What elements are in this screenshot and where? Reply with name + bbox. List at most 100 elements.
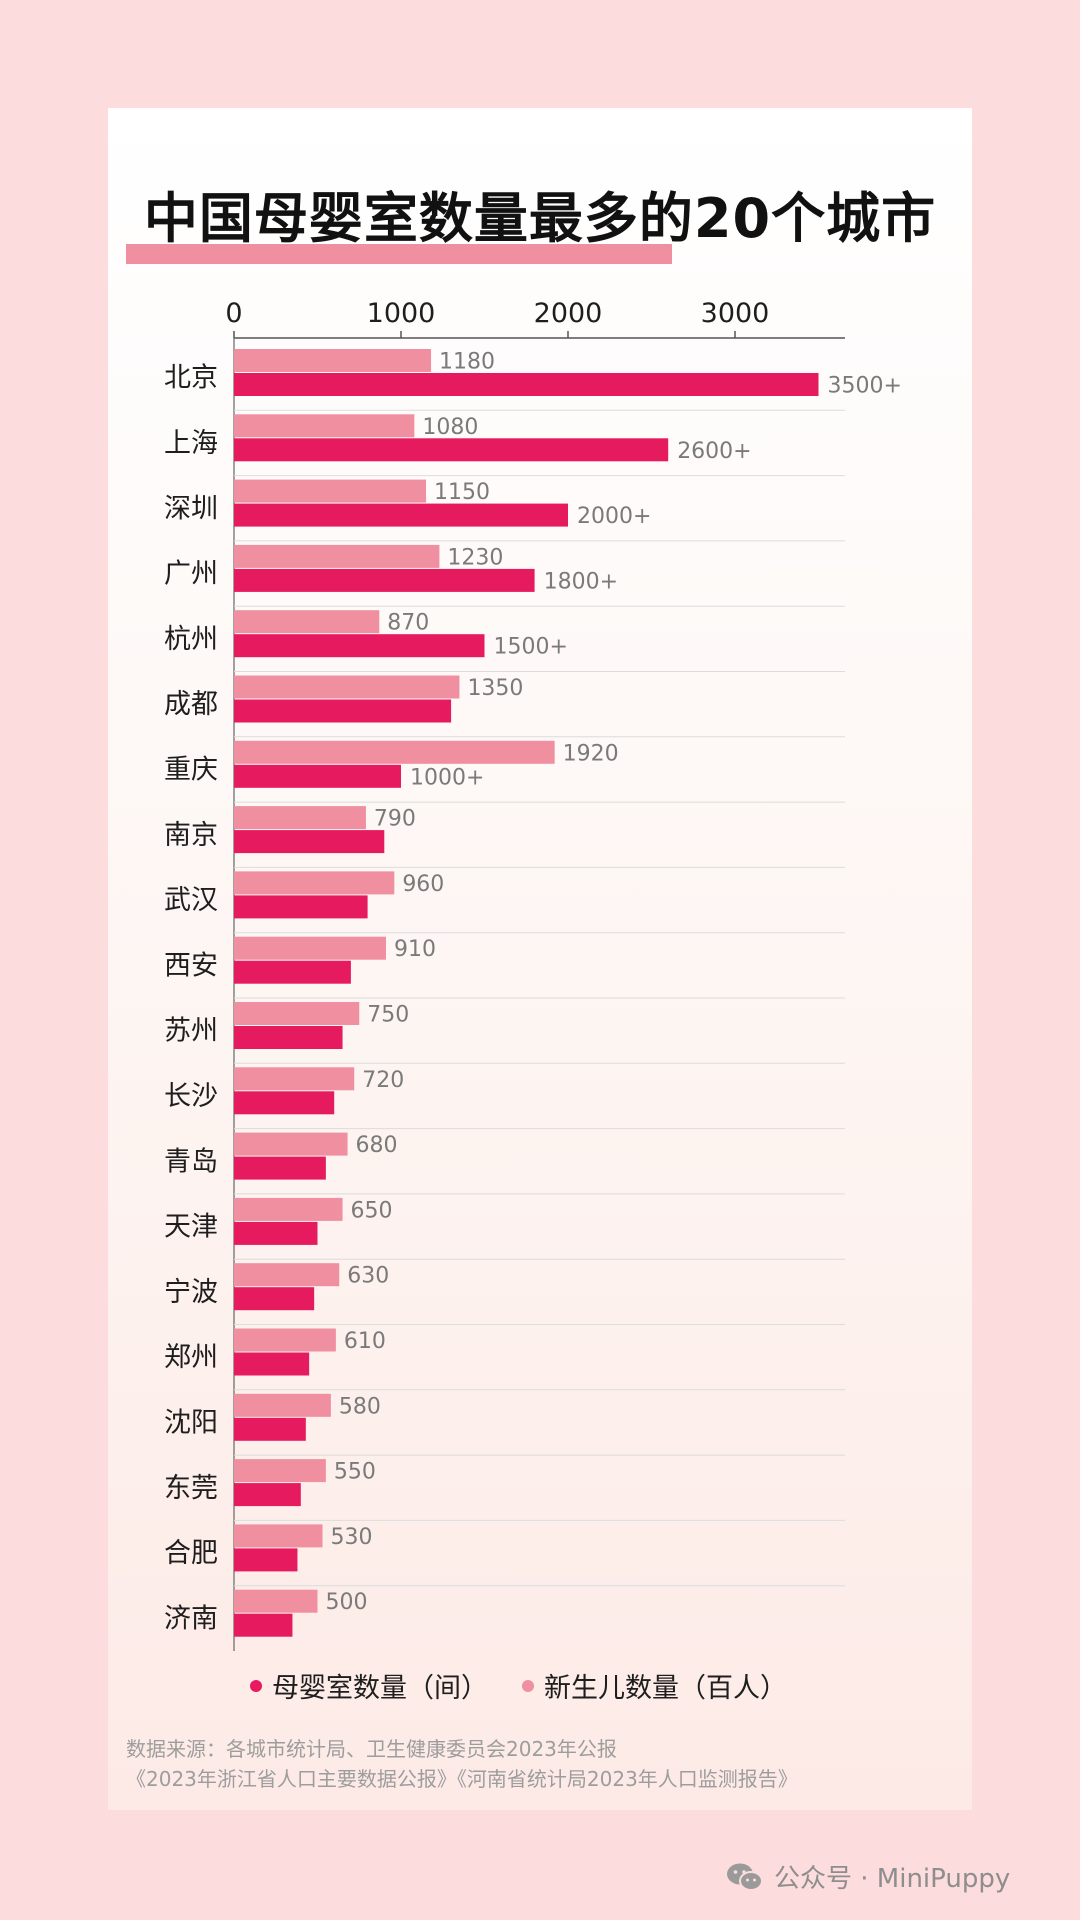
bar-rooms xyxy=(234,830,385,854)
bar-newborns xyxy=(234,414,415,438)
bar-rooms xyxy=(234,634,485,658)
category-label: 宁波 xyxy=(164,1277,218,1308)
bar-rooms xyxy=(234,1091,335,1115)
category-label: 天津 xyxy=(164,1212,218,1243)
bar-newborns xyxy=(234,1002,360,1025)
bar-rooms xyxy=(234,1352,310,1376)
category-label: 沈阳 xyxy=(164,1407,218,1438)
category-label: 深圳 xyxy=(164,493,218,524)
bar-newborns xyxy=(234,1197,343,1221)
category-label: 南京 xyxy=(164,820,218,851)
bar-newborns xyxy=(234,610,380,634)
bar-label-newborns: 960 xyxy=(402,872,444,897)
bar-label-newborns: 530 xyxy=(331,1525,373,1550)
bar-rooms xyxy=(234,960,351,984)
legend-swatch-rooms xyxy=(250,1679,262,1692)
bar-rooms xyxy=(234,1613,293,1637)
bar-newborns xyxy=(234,544,440,568)
x-tick-label: 3000 xyxy=(701,298,770,329)
bar-rooms xyxy=(234,895,368,919)
bar-rooms xyxy=(234,503,568,527)
watermark: 公众号 · MiniPuppy xyxy=(726,1858,1010,1895)
bar-newborns xyxy=(234,1393,331,1417)
category-label: 长沙 xyxy=(164,1081,218,1112)
bar-rooms xyxy=(234,373,819,396)
bar-newborns xyxy=(234,1263,340,1287)
bar-label-rooms: 2600+ xyxy=(677,439,751,464)
data-source: 数据来源：各城市统计局、卫生健康委员会2023年公报 《2023年浙江省人口主要… xyxy=(126,1734,798,1794)
category-label: 杭州 xyxy=(164,624,218,655)
bar-label-newborns: 720 xyxy=(362,1068,404,1093)
source-line-2: 《2023年浙江省人口主要数据公报》《河南省统计局2023年人口监测报告》 xyxy=(126,1767,798,1791)
bar-newborns xyxy=(234,740,555,764)
bar-label-rooms: 3500+ xyxy=(828,374,902,399)
bar-newborns xyxy=(234,1589,318,1613)
x-tick-label: 0 xyxy=(225,298,242,329)
bar-rooms xyxy=(234,438,669,462)
bar-newborns xyxy=(234,349,432,372)
bar-label-newborns: 750 xyxy=(367,1003,409,1028)
legend-swatch-newborns xyxy=(522,1679,534,1692)
bar-label-newborns: 680 xyxy=(356,1133,398,1158)
bar-newborns xyxy=(234,479,427,503)
bar-label-newborns: 790 xyxy=(374,807,416,832)
legend-label-newborns: 新生儿数量（百人） xyxy=(544,1673,787,1704)
bar-rooms xyxy=(234,699,452,723)
bar-newborns xyxy=(234,675,460,699)
bar-rooms xyxy=(234,1287,315,1311)
bar-rooms xyxy=(234,1483,301,1507)
category-label: 上海 xyxy=(164,428,218,459)
category-label: 济南 xyxy=(164,1603,218,1634)
bar-label-newborns: 1350 xyxy=(467,676,523,701)
bar-newborns xyxy=(234,806,366,830)
category-label: 青岛 xyxy=(164,1146,218,1177)
chart-legend: 母婴室数量（间） 新生儿数量（百人） xyxy=(250,1666,830,1705)
bar-label-newborns: 630 xyxy=(347,1264,389,1289)
category-label: 合肥 xyxy=(164,1538,218,1569)
bar-label-newborns: 650 xyxy=(351,1198,393,1223)
bar-rooms xyxy=(234,1548,298,1572)
bar-label-newborns: 550 xyxy=(334,1460,376,1485)
bar-label-rooms: 2000+ xyxy=(577,504,651,529)
bar-label-newborns: 1230 xyxy=(447,545,503,570)
bar-rooms xyxy=(234,1156,326,1180)
category-label: 北京 xyxy=(164,363,218,394)
bar-label-newborns: 500 xyxy=(326,1590,368,1615)
bar-newborns xyxy=(234,1328,336,1352)
legend-item-rooms: 母婴室数量（间） xyxy=(250,1666,488,1705)
bar-rooms xyxy=(234,1026,343,1049)
legend-item-newborns: 新生儿数量（百人） xyxy=(522,1666,787,1705)
category-label: 武汉 xyxy=(164,885,218,916)
bar-newborns xyxy=(234,871,395,895)
category-label: 重庆 xyxy=(164,754,218,785)
bar-rooms xyxy=(234,1417,306,1441)
source-line-1: 数据来源：各城市统计局、卫生健康委员会2023年公报 xyxy=(126,1737,617,1761)
bar-newborns xyxy=(234,1132,348,1156)
category-label: 郑州 xyxy=(164,1342,218,1373)
bar-newborns xyxy=(234,1067,355,1091)
title-underline xyxy=(126,244,672,264)
category-label: 广州 xyxy=(164,559,218,590)
x-tick-label: 2000 xyxy=(534,298,603,329)
bar-label-newborns: 1150 xyxy=(434,480,490,505)
chart-title: 中国母婴室数量最多的20个城市 xyxy=(143,187,937,250)
category-label: 苏州 xyxy=(164,1016,218,1047)
bar-label-newborns: 610 xyxy=(344,1329,386,1354)
wechat-icon xyxy=(727,1863,763,1891)
bar-label-newborns: 870 xyxy=(387,611,429,636)
legend-label-rooms: 母婴室数量（间） xyxy=(272,1673,488,1704)
bar-label-rooms: 1800+ xyxy=(544,569,618,594)
category-label: 东莞 xyxy=(164,1473,218,1504)
bar-label-newborns: 580 xyxy=(339,1394,381,1419)
category-label: 成都 xyxy=(164,689,218,720)
bar-newborns xyxy=(234,1524,323,1548)
watermark-text: 公众号 · MiniPuppy xyxy=(774,1864,1011,1894)
bar-label-newborns: 910 xyxy=(394,937,436,962)
bar-rooms xyxy=(234,568,535,592)
bar-label-newborns: 1180 xyxy=(439,350,495,375)
category-label: 西安 xyxy=(164,950,218,981)
bar-label-rooms: 1500+ xyxy=(494,635,568,660)
bar-label-newborns: 1920 xyxy=(563,741,619,766)
x-tick-label: 1000 xyxy=(367,298,436,329)
